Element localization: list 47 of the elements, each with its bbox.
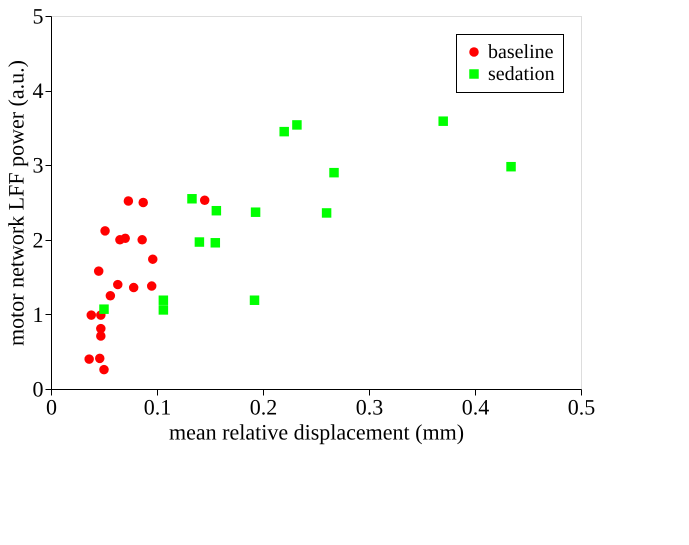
x-axis-title: mean relative displacement (mm) [168,420,464,444]
point [322,208,332,218]
point [200,196,210,205]
legend-label: baseline [488,41,554,63]
point [100,226,110,236]
x-tick-label: 0.5 [568,394,596,420]
point [194,237,204,247]
x-tick-label: 0.1 [144,394,172,420]
legend-label: sedation [488,63,555,85]
point [99,304,109,314]
point [187,194,197,204]
point [106,291,116,300]
point [158,295,168,305]
point [113,280,123,290]
y-tick-label: 5 [32,4,44,28]
point [95,354,105,364]
point [506,162,516,172]
y-axis-title: motor network LFF power (a.u.) [4,60,28,346]
y-tick-label: 1 [32,302,44,327]
point [120,234,130,244]
point [158,305,168,315]
point [137,235,147,245]
y-tick-label: 0 [32,376,44,402]
point [212,206,222,216]
point [438,116,448,126]
point [128,282,138,292]
point [329,168,339,178]
point [279,126,289,136]
point [86,310,96,320]
point [84,354,94,364]
x-tick-label: 0.2 [250,394,278,420]
point [292,120,302,130]
y-tick-label: 2 [32,227,44,252]
point [138,198,148,208]
point [146,281,156,291]
point [148,254,158,264]
point [94,266,104,276]
point [96,331,106,341]
point [250,207,260,217]
point [250,295,260,305]
point [124,196,134,206]
point [210,238,220,248]
y-tick-label: 4 [32,78,44,104]
x-tick-label: 0.3 [356,394,384,420]
point [99,364,109,374]
x-tick-label: 0.4 [462,394,490,420]
y-tick-label: 3 [32,152,44,178]
